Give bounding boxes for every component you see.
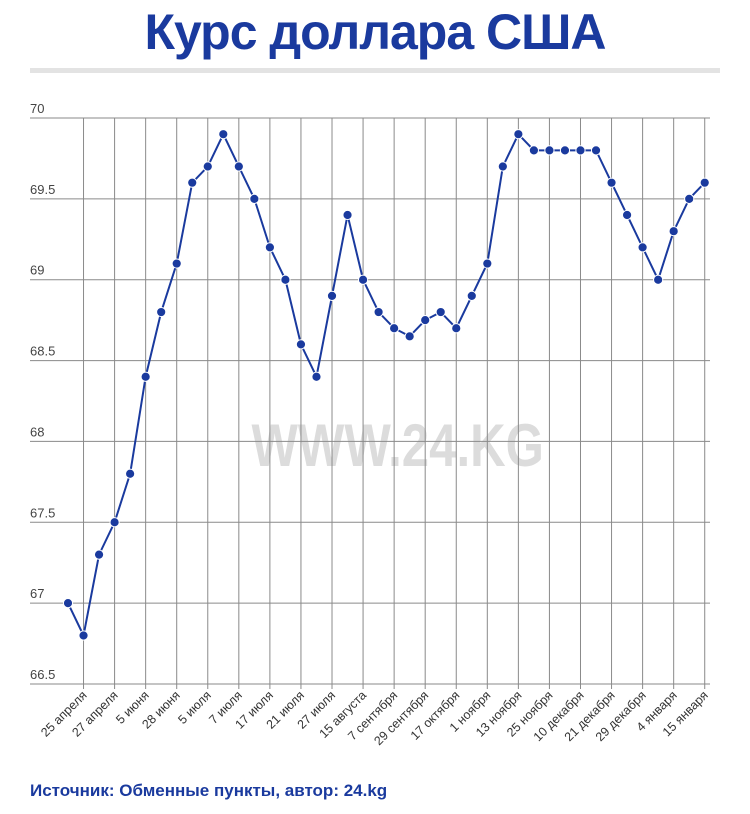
- y-tick-label: 67.5: [30, 505, 55, 520]
- data-point: [280, 274, 291, 285]
- data-point: [653, 274, 664, 285]
- title-divider: [30, 68, 720, 73]
- data-point: [342, 209, 353, 221]
- data-point: [497, 161, 508, 172]
- data-point: [606, 177, 617, 188]
- series-line: [67, 131, 706, 639]
- data-point: [435, 306, 446, 318]
- data-point: [389, 323, 400, 334]
- data-point: [233, 161, 244, 172]
- data-point: [357, 274, 369, 285]
- data-point: [482, 258, 493, 269]
- data-point: [125, 468, 136, 479]
- data-point: [699, 177, 710, 188]
- data-point: [668, 226, 679, 237]
- y-tick-label: 66.5: [30, 667, 55, 682]
- y-tick-label: 70: [30, 101, 44, 116]
- y-tick-label: 69: [30, 263, 44, 278]
- data-point: [420, 315, 431, 326]
- y-tick-label: 67: [30, 586, 44, 601]
- data-point: [326, 290, 338, 301]
- data-point: [513, 129, 524, 140]
- data-point: [590, 145, 602, 156]
- data-point: [466, 290, 477, 301]
- data-point: [684, 193, 695, 204]
- data-point: [78, 630, 89, 641]
- watermark: WWW.24.KG: [251, 411, 543, 479]
- x-tick-label: 5 июля: [175, 688, 214, 727]
- data-point: [559, 145, 571, 156]
- data-point: [404, 331, 415, 342]
- data-point: [264, 242, 275, 253]
- data-point: [171, 258, 182, 269]
- data-point: [311, 371, 322, 382]
- y-tick-label: 68: [30, 424, 44, 439]
- data-point: [295, 339, 307, 350]
- data-point: [373, 306, 384, 318]
- data-point: [156, 306, 167, 318]
- data-point: [249, 193, 260, 204]
- data-point: [140, 371, 151, 382]
- y-tick-label: 69.5: [30, 182, 55, 197]
- data-point: [109, 517, 120, 528]
- data-point: [544, 145, 555, 156]
- data-point: [187, 177, 198, 188]
- data-point: [621, 209, 633, 221]
- data-point: [575, 145, 586, 156]
- source-caption: Источник: Обменные пункты, автор: 24.kg: [30, 781, 388, 800]
- data-point: [451, 323, 462, 334]
- chart-title: Курс доллара США: [144, 4, 607, 60]
- y-tick-label: 68.5: [30, 344, 55, 359]
- data-point: [637, 242, 648, 253]
- data-point: [528, 145, 540, 156]
- data-point: [218, 129, 229, 140]
- data-point: [62, 598, 74, 609]
- data-point: [202, 161, 213, 172]
- data-point: [93, 549, 105, 560]
